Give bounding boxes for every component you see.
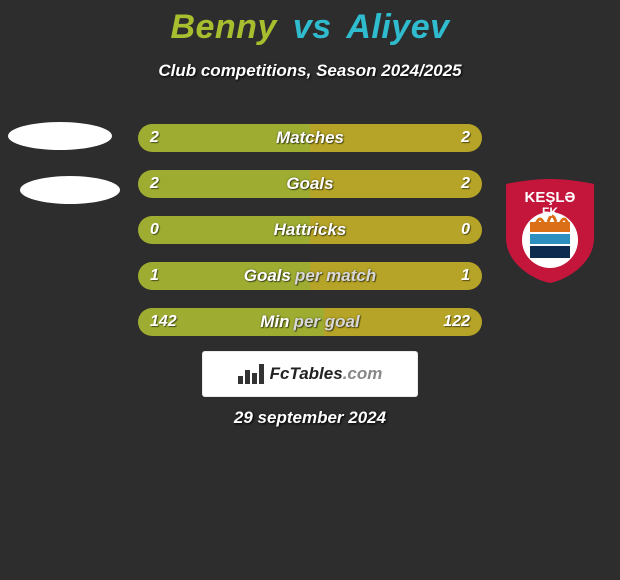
right-club-logo: KEŞLƏ FK bbox=[500, 178, 600, 284]
bar-left bbox=[138, 262, 310, 290]
credit-box[interactable]: FcTables.com bbox=[202, 351, 418, 397]
svg-text:KEŞLƏ: KEŞLƏ bbox=[525, 189, 576, 206]
credit-suffix: .com bbox=[343, 364, 383, 383]
left-club-logo-1 bbox=[8, 122, 112, 150]
credit-brand: FcTables bbox=[270, 364, 343, 383]
bar-left bbox=[138, 170, 310, 198]
stat-row: 22Goals bbox=[138, 170, 482, 198]
bar-right bbox=[310, 262, 482, 290]
stats-bars: 22Matches 22Goals 00Hattricks 11Goals per m… bbox=[138, 124, 482, 354]
stat-row: 22Matches bbox=[138, 124, 482, 152]
stats-card: Benny vs Aliyev Club competitions, Seaso… bbox=[0, 0, 620, 580]
title-vs: vs bbox=[293, 8, 332, 46]
bar-right bbox=[310, 124, 482, 152]
stat-row: 142122Min per goal bbox=[138, 308, 482, 336]
title: Benny vs Aliyev bbox=[0, 0, 620, 47]
date: 29 september 2024 bbox=[0, 408, 620, 428]
bar-left bbox=[138, 216, 310, 244]
title-player2: Aliyev bbox=[346, 8, 449, 46]
credit-text: FcTables.com bbox=[270, 364, 383, 384]
bar-right bbox=[324, 308, 482, 336]
stat-row: 11Goals per match bbox=[138, 262, 482, 290]
bar-left bbox=[138, 308, 324, 336]
left-club-logo-2 bbox=[20, 176, 120, 204]
title-player1: Benny bbox=[170, 8, 276, 46]
bar-chart-icon bbox=[238, 364, 264, 384]
bar-right bbox=[310, 216, 482, 244]
stat-row: 00Hattricks bbox=[138, 216, 482, 244]
svg-text:FK: FK bbox=[542, 205, 558, 219]
bar-left bbox=[138, 124, 310, 152]
bar-right bbox=[310, 170, 482, 198]
subtitle: Club competitions, Season 2024/2025 bbox=[0, 61, 620, 81]
